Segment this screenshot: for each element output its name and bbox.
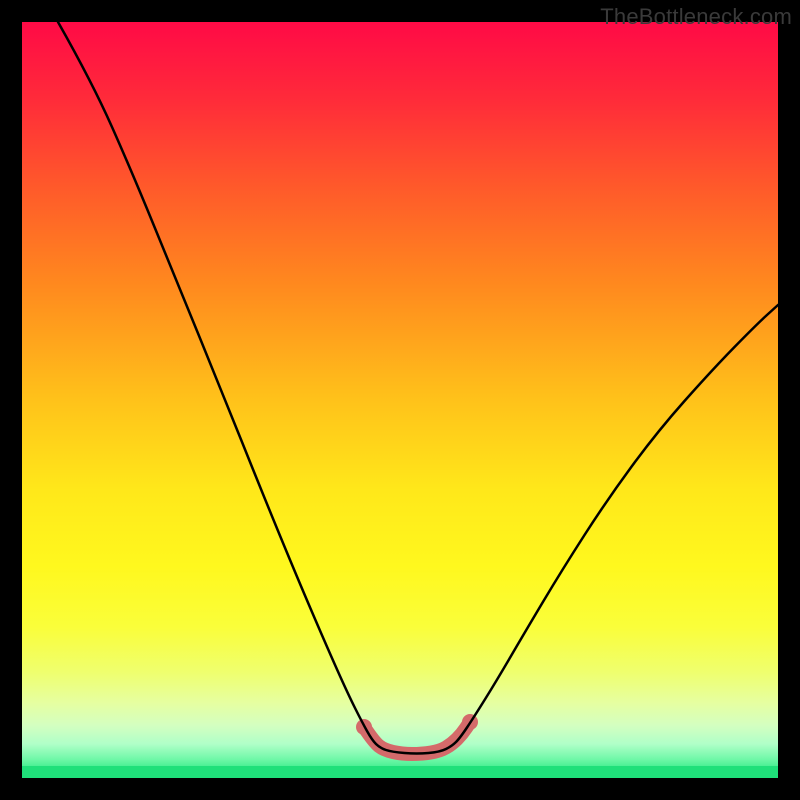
baseline-strip xyxy=(22,766,778,778)
watermark-text: TheBottleneck.com xyxy=(600,4,792,30)
gradient-background xyxy=(22,22,778,778)
chart-frame xyxy=(22,22,778,778)
bottleneck-v-chart xyxy=(22,22,778,778)
